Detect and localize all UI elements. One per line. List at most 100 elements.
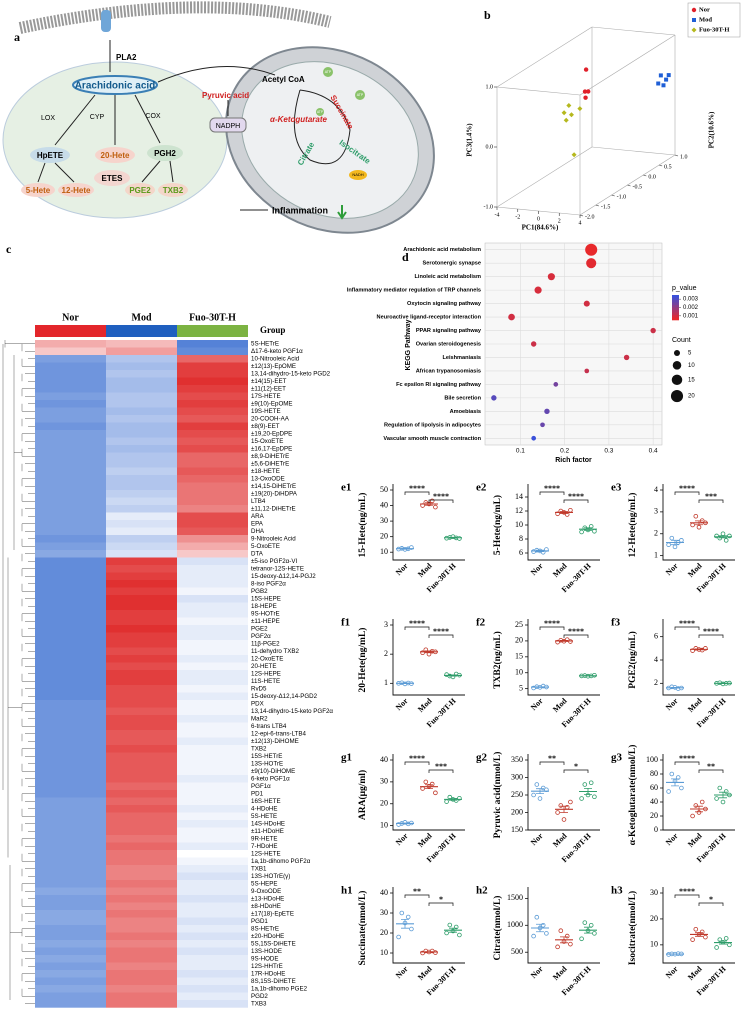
heat-cell bbox=[106, 955, 177, 963]
heat-cell bbox=[106, 542, 177, 551]
heat-cell bbox=[35, 400, 106, 408]
significance: **** bbox=[679, 887, 695, 896]
point bbox=[693, 803, 699, 808]
heat-cell bbox=[106, 812, 177, 821]
heat-cell bbox=[177, 407, 248, 416]
x-tick-label: Mod bbox=[551, 561, 569, 579]
z-tick-label: 1.0 bbox=[486, 84, 494, 90]
y-tick-label: 2 bbox=[654, 678, 658, 687]
point bbox=[588, 923, 594, 928]
label: Acetyl CoA bbox=[262, 75, 305, 84]
row-label: 8S,15S-DiHETE bbox=[251, 978, 296, 985]
group-label: Nor bbox=[62, 312, 79, 323]
atp-synthase bbox=[323, 67, 333, 77]
legend-label: Nor bbox=[699, 6, 710, 13]
significance: **** bbox=[433, 492, 449, 501]
heat-cell bbox=[106, 362, 177, 371]
heat-cell bbox=[177, 445, 248, 453]
bubble bbox=[531, 435, 537, 441]
heat-cell bbox=[106, 632, 177, 641]
heat-cell bbox=[35, 850, 106, 858]
panel-label: h2 bbox=[476, 885, 488, 897]
point bbox=[588, 524, 594, 529]
row-label: 1a,1b-dihomo PGF2α bbox=[251, 858, 311, 865]
point bbox=[433, 790, 438, 796]
heat-cell bbox=[35, 940, 106, 948]
error-bar bbox=[584, 527, 592, 531]
error-bar bbox=[560, 936, 568, 944]
heat-cell bbox=[106, 962, 177, 971]
x-tick-label: Mod bbox=[416, 696, 434, 714]
y-tick-label: African trypanosomiasis bbox=[416, 368, 481, 374]
heat-cell bbox=[177, 790, 248, 798]
heat-cell bbox=[35, 490, 106, 498]
x-tick-label: Mod bbox=[416, 831, 434, 849]
row-label: TXB2 bbox=[251, 745, 267, 752]
heat-cell bbox=[35, 520, 106, 528]
heat-cell bbox=[35, 655, 106, 663]
bracket bbox=[428, 634, 454, 638]
arrow-down bbox=[337, 205, 347, 220]
error-bar bbox=[449, 536, 457, 539]
point bbox=[656, 81, 661, 86]
error-bar bbox=[695, 805, 703, 813]
heat-cell bbox=[106, 925, 177, 933]
heat-cell bbox=[106, 745, 177, 753]
point bbox=[666, 73, 671, 78]
heat-cell bbox=[177, 467, 248, 476]
error-bar bbox=[695, 932, 703, 937]
heat-cell bbox=[177, 347, 248, 356]
row-label: 12-OxoETE bbox=[251, 655, 283, 662]
axes bbox=[392, 887, 465, 964]
heat-cell bbox=[35, 550, 106, 558]
heat-cell bbox=[177, 685, 248, 693]
heat-cell bbox=[106, 887, 177, 896]
legend-marker bbox=[691, 7, 697, 13]
colorbar bbox=[672, 312, 679, 316]
bracket bbox=[428, 499, 454, 503]
heat-cell bbox=[177, 640, 248, 648]
heat-cell bbox=[177, 925, 248, 933]
size-label: 5 bbox=[688, 351, 692, 357]
heat-cell bbox=[177, 482, 248, 491]
heat-cell bbox=[106, 775, 177, 783]
row-label: 10-Nitrooleic Acid bbox=[251, 355, 300, 362]
heat-cell bbox=[177, 715, 248, 723]
y-tick-label: 14 bbox=[515, 492, 523, 501]
heat-cell bbox=[35, 970, 106, 978]
error-bar bbox=[671, 778, 679, 787]
bubble bbox=[491, 395, 497, 401]
heat-cell bbox=[106, 565, 177, 573]
heat-cell bbox=[177, 887, 248, 896]
heat-cell bbox=[106, 640, 177, 648]
bracket bbox=[404, 626, 430, 630]
heat-cell bbox=[35, 760, 106, 768]
row-label: 9S-HOTrE bbox=[251, 610, 280, 617]
heat-cell bbox=[177, 977, 248, 986]
heat-cell bbox=[106, 842, 177, 851]
point bbox=[579, 796, 584, 801]
y-axis-label: ARA(μg/ml) bbox=[357, 770, 368, 820]
heat-cell bbox=[106, 670, 177, 678]
heat-cell bbox=[35, 977, 106, 986]
bubble bbox=[623, 354, 630, 361]
y-tick-label: 5 bbox=[519, 683, 523, 692]
point bbox=[444, 799, 449, 804]
heat-cell bbox=[35, 677, 106, 686]
heat-cell bbox=[177, 857, 248, 866]
heat-cell bbox=[177, 745, 248, 753]
x-tick-label: Mod bbox=[686, 964, 704, 982]
z-axis-label: PC3(1.4%) bbox=[466, 123, 474, 157]
heat-cell bbox=[106, 355, 177, 363]
panel-label: g1 bbox=[341, 752, 352, 764]
row-label: 15S-HEPE bbox=[251, 595, 281, 602]
heat-cell bbox=[106, 970, 177, 978]
row-label: PGF2α bbox=[251, 633, 271, 640]
node bbox=[209, 117, 247, 133]
heat-cell bbox=[177, 775, 248, 783]
heat-cell bbox=[177, 557, 248, 566]
heat-cell bbox=[177, 940, 248, 948]
significance: **** bbox=[544, 484, 560, 493]
y-tick-label: -1.0 bbox=[617, 194, 627, 200]
point bbox=[457, 536, 462, 541]
